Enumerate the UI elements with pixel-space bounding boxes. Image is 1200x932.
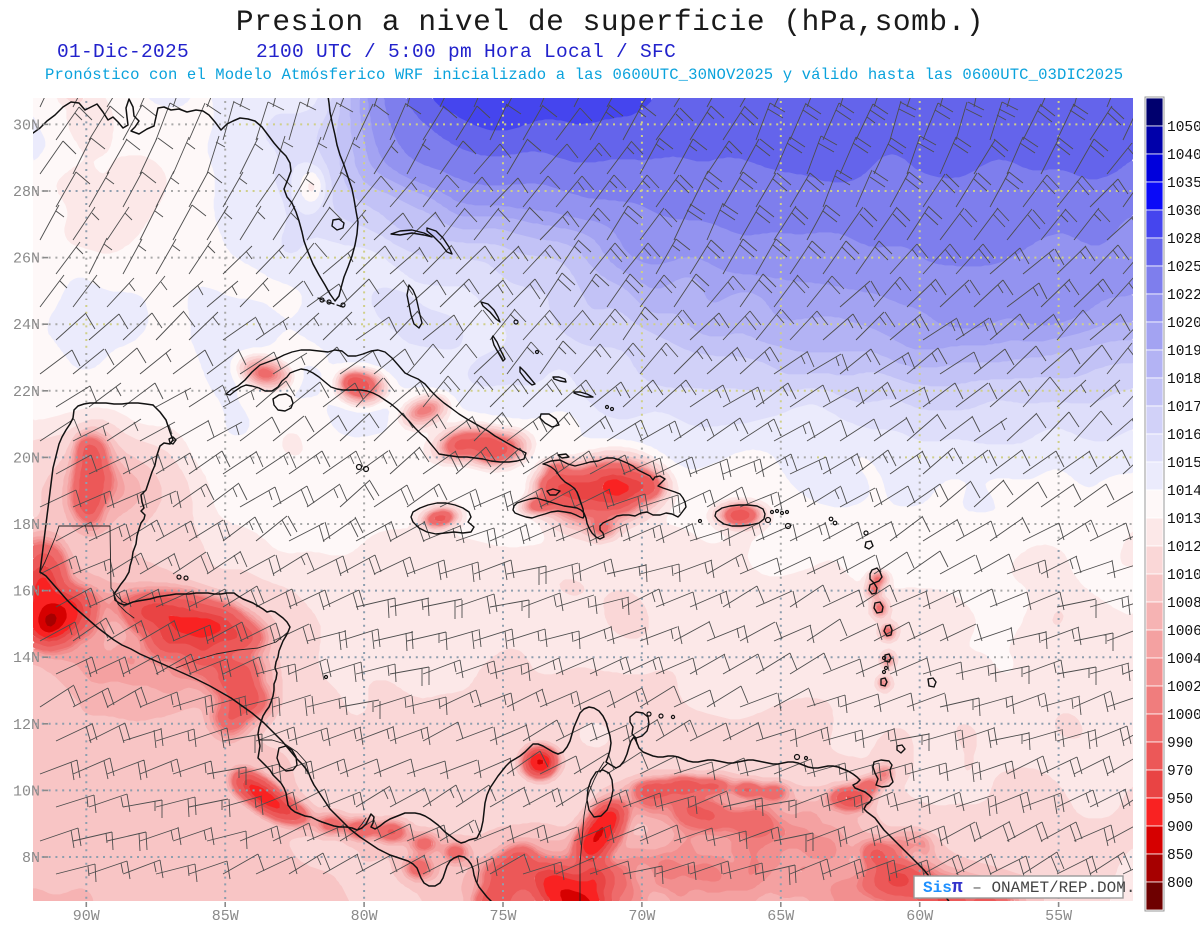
svg-text:01-Dic-2025: 01-Dic-2025 <box>57 41 189 63</box>
svg-text:1014: 1014 <box>1167 484 1200 500</box>
svg-text:1010: 1010 <box>1167 568 1200 584</box>
svg-text:Presion a nivel de superficie: Presion a nivel de superficie (hPa,somb.… <box>236 5 984 39</box>
svg-text:900: 900 <box>1167 820 1193 836</box>
svg-text:1012: 1012 <box>1167 540 1200 556</box>
svg-text:85W: 85W <box>212 908 239 925</box>
svg-text:70W: 70W <box>628 908 655 925</box>
svg-text:18N: 18N <box>13 517 40 534</box>
svg-text:1035: 1035 <box>1167 176 1200 192</box>
svg-text:950: 950 <box>1167 792 1193 808</box>
svg-text:20N: 20N <box>13 450 40 467</box>
svg-text:60W: 60W <box>906 908 933 925</box>
svg-text:55W: 55W <box>1045 908 1072 925</box>
svg-text:1015: 1015 <box>1167 456 1200 472</box>
svg-text:1028: 1028 <box>1167 232 1200 248</box>
svg-text:Pronóstico con el Modelo Atmós: Pronóstico con el Modelo Atmósferico WRF… <box>45 66 1123 84</box>
svg-text:10N: 10N <box>13 783 40 800</box>
svg-text:24N: 24N <box>13 317 40 334</box>
svg-text:80W: 80W <box>351 908 378 925</box>
svg-text:1019: 1019 <box>1167 344 1200 360</box>
svg-text:1000: 1000 <box>1167 708 1200 724</box>
svg-text:850: 850 <box>1167 848 1193 864</box>
svg-text:1020: 1020 <box>1167 316 1200 332</box>
svg-text:1030: 1030 <box>1167 204 1200 220</box>
svg-text:1050: 1050 <box>1167 120 1200 136</box>
svg-text:26N: 26N <box>13 251 40 268</box>
svg-text:2100 UTC / 5:00 pm Hora Local: 2100 UTC / 5:00 pm Hora Local / SFC <box>256 41 676 63</box>
svg-text:12N: 12N <box>13 717 40 734</box>
svg-text:16N: 16N <box>13 584 40 601</box>
svg-text:65W: 65W <box>767 908 794 925</box>
svg-text:1018: 1018 <box>1167 372 1200 388</box>
svg-text:1004: 1004 <box>1167 652 1200 668</box>
svg-text:Sisπ – ONAMET/REP.DOM.: Sisπ – ONAMET/REP.DOM. <box>923 878 1135 898</box>
svg-text:8N: 8N <box>22 850 40 867</box>
svg-text:1002: 1002 <box>1167 680 1200 696</box>
svg-text:1006: 1006 <box>1167 624 1200 640</box>
svg-text:30N: 30N <box>13 117 40 134</box>
svg-text:75W: 75W <box>489 908 516 925</box>
svg-text:1040: 1040 <box>1167 148 1200 164</box>
svg-text:1025: 1025 <box>1167 260 1200 276</box>
svg-text:1008: 1008 <box>1167 596 1200 612</box>
svg-text:1022: 1022 <box>1167 288 1200 304</box>
svg-text:990: 990 <box>1167 736 1193 752</box>
svg-text:1016: 1016 <box>1167 428 1200 444</box>
svg-text:1013: 1013 <box>1167 512 1200 528</box>
svg-text:970: 970 <box>1167 764 1193 780</box>
svg-text:800: 800 <box>1167 876 1193 892</box>
svg-text:22N: 22N <box>13 384 40 401</box>
svg-text:1017: 1017 <box>1167 400 1200 416</box>
svg-text:28N: 28N <box>13 184 40 201</box>
svg-text:90W: 90W <box>73 908 100 925</box>
svg-text:14N: 14N <box>13 650 40 667</box>
